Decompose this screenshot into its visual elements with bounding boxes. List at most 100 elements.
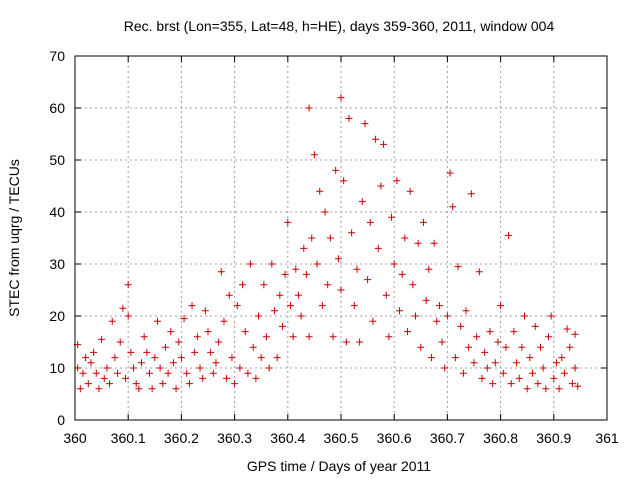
data-point [478, 374, 486, 382]
data-point [348, 229, 356, 237]
data-point [199, 374, 207, 382]
data-point [467, 190, 475, 198]
data-point [353, 265, 361, 273]
x-tick-label: 361 [595, 430, 619, 446]
y-tick-label: 20 [49, 308, 65, 324]
x-tick-label: 360.5 [323, 430, 358, 446]
data-point [526, 354, 534, 362]
data-point [98, 335, 106, 343]
data-point [422, 296, 430, 304]
data-point [177, 354, 185, 362]
data-point [393, 177, 401, 185]
data-point [100, 374, 108, 382]
data-point [534, 380, 542, 388]
data-point [244, 369, 252, 377]
data-point [438, 338, 446, 346]
data-point [382, 291, 390, 299]
data-point [414, 239, 422, 247]
data-point [215, 338, 223, 346]
data-point [494, 338, 502, 346]
data-point [396, 307, 404, 315]
data-point [188, 302, 196, 310]
data-point [247, 260, 255, 268]
y-axis-label: STEC from uqrg / TECUs [6, 159, 22, 317]
data-point [175, 338, 183, 346]
data-point [220, 317, 228, 325]
data-point [483, 364, 491, 372]
y-tick-label: 10 [49, 360, 65, 376]
data-point [358, 198, 366, 206]
data-point [449, 203, 457, 211]
data-point [231, 380, 239, 388]
data-point [337, 94, 345, 102]
data-point [441, 364, 449, 372]
data-point [446, 169, 454, 177]
x-tick-label: 360.7 [430, 430, 465, 446]
data-point [427, 354, 435, 362]
data-point [404, 328, 411, 336]
data-point [457, 322, 465, 330]
data-point [135, 385, 143, 393]
data-point [555, 385, 563, 393]
data-point [268, 260, 276, 268]
data-point [193, 333, 201, 341]
data-point [481, 348, 489, 356]
data-point [92, 369, 100, 377]
data-point [138, 359, 145, 367]
data-point [417, 343, 425, 351]
data-point [294, 291, 302, 299]
data-point [435, 302, 443, 310]
data-point [225, 291, 233, 299]
data-point [281, 270, 289, 278]
data-point [124, 281, 132, 289]
data-point [185, 380, 193, 388]
data-point [153, 317, 161, 325]
data-point [552, 359, 560, 367]
data-point [260, 281, 268, 289]
data-point [252, 374, 260, 382]
data-point [510, 328, 518, 336]
y-tick-label: 40 [49, 204, 65, 220]
data-point [571, 330, 579, 338]
data-point [79, 369, 87, 377]
data-point [329, 333, 337, 341]
data-point [364, 276, 372, 284]
x-tick-label: 360.4 [270, 430, 305, 446]
data-point [201, 307, 209, 315]
data-point [161, 343, 169, 351]
plot-frame [74, 55, 608, 421]
data-point [169, 359, 177, 367]
data-point [425, 265, 433, 273]
y-tick-label: 50 [49, 152, 65, 168]
data-point [265, 364, 273, 372]
data-point [411, 312, 419, 320]
data-point [513, 359, 521, 367]
data-point [119, 304, 127, 312]
data-point [241, 328, 249, 336]
x-tick-label: 360.8 [483, 430, 518, 446]
data-point [114, 369, 122, 377]
data-point [340, 177, 348, 185]
data-point [401, 234, 409, 242]
x-axis-label: GPS time / Days of year 2011 [247, 458, 431, 474]
data-point [324, 281, 332, 289]
data-point [159, 380, 167, 388]
data-point [300, 244, 308, 252]
data-point [419, 218, 427, 226]
x-tick-label: 360.1 [111, 430, 146, 446]
data-point [82, 354, 90, 362]
data-point [204, 328, 212, 336]
data-point [148, 385, 156, 393]
data-point [574, 382, 582, 390]
data-point [209, 369, 217, 377]
data-point [529, 369, 537, 377]
x-tick-label: 360.3 [217, 430, 252, 446]
grid [75, 56, 607, 420]
data-point [518, 343, 526, 351]
data-point [345, 114, 353, 122]
data-point [443, 312, 451, 320]
data-point [406, 187, 414, 195]
data-point [356, 338, 364, 346]
data-point [374, 244, 382, 252]
